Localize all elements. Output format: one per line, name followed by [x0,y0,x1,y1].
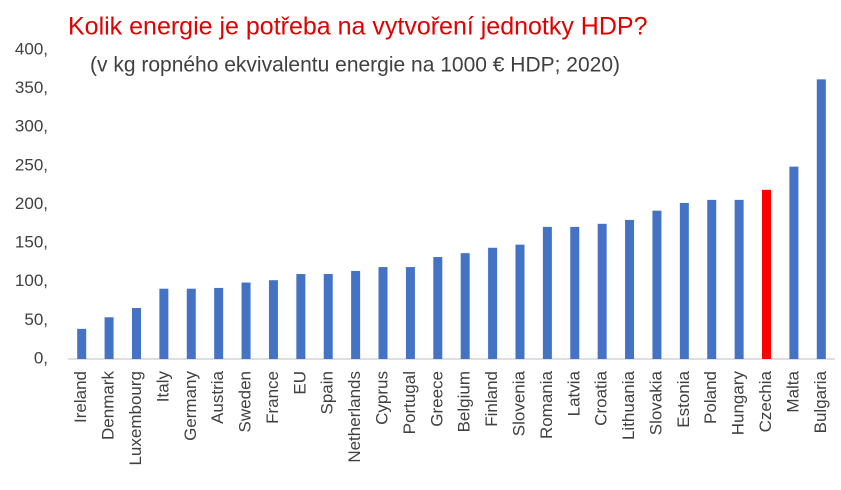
bar [77,328,87,359]
x-tick-label: Estonia [674,370,693,427]
x-tick-label: Lithuania [619,370,638,440]
y-tick-label: 200, [15,194,48,213]
x-tick-label: Cyprus [373,371,392,425]
x-tick-label: Romania [537,370,556,439]
x-tick-label: Austria [208,370,227,423]
x-tick-label: Poland [701,371,720,424]
x-tick-label: Sweden [236,371,255,432]
bar [296,274,306,359]
y-tick-label: 0, [34,348,48,367]
bar [159,288,169,359]
x-tick-label: Finland [482,371,501,427]
x-tick-label: Croatia [592,370,611,425]
bar [214,287,224,359]
y-tick-label: 400, [15,39,48,58]
chart-subtitle: (v kg ropného ekvivalentu energie na 100… [90,54,620,77]
x-tick-label: EU [290,371,309,395]
x-tick-label: Germany [181,371,200,441]
x-tick-label: Luxembourg [126,371,145,466]
x-tick-label: Denmark [99,371,118,440]
bar [652,210,662,359]
bar [405,267,415,359]
y-tick-label: 350, [15,78,48,97]
x-tick-label: Bulgaria [811,370,830,433]
bar [433,257,443,359]
x-tick-label: Latvia [564,370,583,416]
x-tick-label: France [263,371,282,424]
chart-title: Kolik energie je potřeba na vytvoření je… [68,13,648,41]
bar [597,223,607,359]
bar [789,166,799,359]
x-tick-label: Italy [153,371,172,403]
y-tick-label: 100, [15,271,48,290]
bar [515,244,525,359]
y-tick-label: 50, [24,310,48,329]
bar [734,199,744,359]
y-tick-label: 150, [15,233,48,252]
x-tick-label: Portugal [400,371,419,434]
bar [762,189,772,359]
y-tick-label: 250, [15,155,48,174]
bar [707,199,717,359]
x-tick-label: Belgium [455,371,474,432]
x-tick-label: Hungary [729,371,748,436]
y-tick-label: 300, [15,117,48,136]
bar [488,247,498,359]
bar [186,288,196,359]
bar [323,274,333,359]
x-tick-label: Netherlands [345,371,364,463]
x-tick-label: Slovenia [509,370,528,436]
bar [816,79,826,359]
bar [460,253,470,359]
bar [241,282,251,359]
x-tick-label: Czechia [756,370,775,432]
bar [679,202,689,359]
bar [104,317,114,359]
bar [542,226,552,359]
x-tick-label: Greece [427,371,446,427]
bar [625,219,635,359]
bar [268,280,278,359]
bar [351,270,361,359]
bar [378,267,388,359]
bar [131,308,141,359]
x-tick-label: Malta [783,370,802,412]
x-tick-label: Ireland [71,371,90,423]
x-tick-label: Slovakia [646,370,665,435]
x-tick-label: Spain [318,371,337,414]
bar [570,226,580,359]
